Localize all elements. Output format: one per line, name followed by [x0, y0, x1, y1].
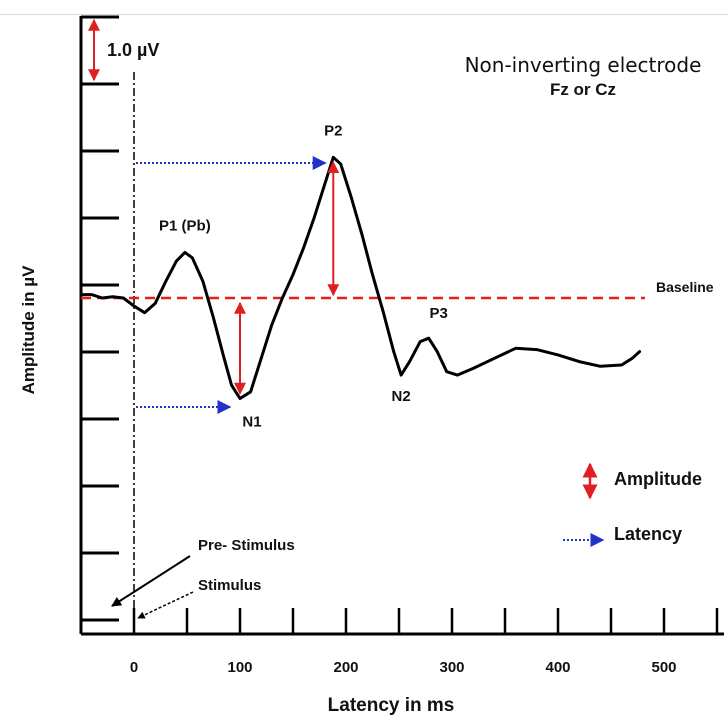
peak-label: N2	[392, 388, 411, 405]
scale-bar-label: 1.0 µV	[107, 40, 159, 60]
top-border	[0, 14, 728, 15]
legend-amplitude-label: Amplitude	[614, 469, 702, 489]
x-tick-label: 400	[545, 659, 570, 676]
x-tick-label: 200	[333, 659, 358, 676]
erp-waveform	[79, 155, 642, 400]
pre-stimulus-arrow	[111, 555, 191, 607]
stimulus-label: Stimulus	[198, 577, 261, 594]
x-tick-label: 100	[227, 659, 252, 676]
baseline-label: Baseline	[656, 279, 714, 295]
chart-title: Non-inverting electrode	[465, 53, 702, 77]
y-axis-label: Amplitude in µV	[19, 265, 38, 394]
x-tick-label: 300	[439, 659, 464, 676]
peak-label: N1	[242, 414, 261, 431]
stimulus-arrow	[137, 591, 194, 619]
peak-label: P1 (Pb)	[159, 217, 211, 234]
legend-latency-label: Latency	[614, 524, 682, 544]
x-tick-label: 0	[130, 659, 138, 676]
chart-subtitle: Fz or Cz	[550, 80, 616, 99]
pre-stimulus-label: Pre- Stimulus	[198, 537, 295, 554]
x-axis-label: Latency in ms	[328, 695, 455, 716]
x-tick-label: 500	[651, 659, 676, 676]
peak-label: P3	[430, 305, 448, 322]
peak-label: P2	[324, 122, 342, 139]
